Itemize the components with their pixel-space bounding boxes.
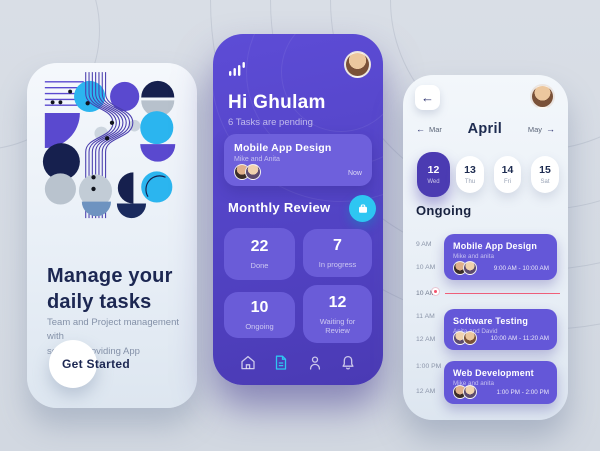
event-title: Mobile App Design: [453, 241, 538, 251]
dashboard-screen: Hi Ghulam 6 Tasks are pending Mobile App…: [213, 34, 383, 385]
time-label: 9 AM: [416, 241, 432, 248]
heading-line-2: daily tasks: [47, 291, 152, 314]
ongoing-section-title: Ongoing: [416, 203, 472, 218]
get-started-circle: [49, 340, 97, 388]
event-time: 10:00 AM - 11:20 AM: [490, 334, 549, 342]
date-weekday: Fri: [504, 179, 511, 185]
briefcase-icon: [358, 204, 367, 213]
current-time-dot: [432, 288, 439, 295]
calendar-screen: ← ← Mar April May → 12 Wed 13 Thu 14 Fri: [403, 75, 568, 420]
event-people: Anita and David: [453, 328, 498, 335]
date-pill[interactable]: 15 Sat: [531, 156, 559, 193]
bottom-nav: [213, 341, 383, 385]
date-pill[interactable]: 13 Thu: [456, 156, 484, 193]
prev-month-label: Mar: [429, 124, 442, 134]
event-card-software-testing[interactable]: Software Testing Anita and David 10:00 A…: [444, 309, 557, 350]
monthly-review-title: Monthly Review: [228, 200, 331, 215]
onboarding-screen: Manage your daily tasks Team and Project…: [27, 63, 197, 408]
time-label: 12 AM: [416, 336, 436, 343]
task-when: Now: [347, 170, 362, 177]
event-title: Software Testing: [453, 316, 529, 326]
stat-tile-waiting-review[interactable]: 12 Waiting for Review: [303, 285, 372, 343]
event-card-mobile-app-design[interactable]: Mobile App Design Mike and anita 9:00 AM…: [444, 234, 557, 280]
time-label: 1:00 PM: [416, 363, 442, 370]
stat-tile-done[interactable]: 22 Done: [224, 228, 295, 280]
date-weekday: Sat: [540, 179, 550, 185]
heading-line-1: Manage your: [47, 265, 173, 287]
briefcase-button[interactable]: [349, 195, 376, 222]
current-time-line: [445, 293, 560, 294]
stat-label: Ongoing: [245, 322, 274, 331]
greeting-text: Hi Ghulam: [228, 92, 326, 113]
stat-label: Waiting for Review: [319, 316, 356, 335]
prev-month-button[interactable]: ← Mar: [416, 124, 442, 134]
task-people: Mike and Anita: [234, 156, 280, 163]
task-title: Mobile App Design: [234, 142, 332, 154]
stat-tile-in-progress[interactable]: 7 In progress: [303, 229, 372, 277]
stat-tile-ongoing[interactable]: 10 Ongoing: [224, 292, 295, 338]
abstract-illustration: [42, 72, 176, 219]
bar-chart-logo-icon: [229, 62, 245, 76]
get-started-label: Get Started: [62, 357, 130, 371]
current-task-card[interactable]: Mobile App Design Mike and Anita Now: [224, 134, 372, 186]
avatar: [245, 164, 261, 180]
avatar: [463, 331, 477, 345]
time-label: 11 AM: [416, 313, 435, 320]
user-avatar[interactable]: [530, 84, 555, 109]
stat-value: 7: [333, 237, 342, 254]
event-people: Mike and anita: [453, 380, 494, 387]
task-avatars: [234, 164, 261, 180]
stat-value: 12: [328, 293, 347, 311]
profile-icon[interactable]: [306, 354, 324, 372]
subtitle-line-1: Team and Project management with: [47, 317, 180, 343]
avatar: [463, 385, 477, 399]
time-label-current: 10 AM: [416, 290, 436, 297]
event-avatars: [453, 385, 477, 399]
time-label: 12 AM: [416, 388, 436, 395]
next-month-button[interactable]: May →: [528, 124, 555, 134]
month-navigation: ← Mar April May →: [403, 121, 568, 137]
avatar: [463, 261, 477, 275]
back-button[interactable]: ←: [415, 85, 440, 110]
event-title: Web Development: [453, 368, 534, 378]
notifications-bell-icon[interactable]: [339, 354, 357, 372]
next-month-label: May: [527, 124, 542, 134]
user-avatar[interactable]: [344, 51, 371, 78]
event-people: Mike and anita: [453, 253, 494, 260]
date-day: 12: [427, 164, 440, 176]
stat-label: Done: [250, 261, 269, 270]
back-arrow-icon: ←: [421, 90, 434, 105]
date-day: 13: [464, 164, 476, 176]
chevron-left-icon: ←: [416, 124, 425, 134]
event-avatars: [453, 261, 477, 275]
event-time: 9:00 AM - 10:00 AM: [493, 264, 549, 272]
home-icon[interactable]: [239, 354, 257, 372]
date-weekday: Thu: [464, 179, 476, 185]
time-label: 10 AM: [416, 264, 436, 271]
onboarding-heading: Manage your daily tasks: [47, 263, 173, 316]
date-pill[interactable]: 14 Fri: [494, 156, 521, 193]
event-card-web-development[interactable]: Web Development Mike and anita 1:00 PM -…: [444, 361, 557, 404]
stat-label: In progress: [318, 260, 357, 269]
tasks-document-icon[interactable]: [272, 354, 290, 372]
stat-value: 10: [250, 299, 269, 316]
chevron-right-icon: →: [546, 124, 555, 134]
current-month-label: April: [467, 121, 503, 137]
get-started-button[interactable]: Get Started: [49, 340, 169, 388]
date-pill-selected[interactable]: 12 Wed: [417, 152, 450, 197]
date-day: 15: [539, 164, 551, 176]
date-day: 14: [501, 164, 514, 176]
pending-tasks-text: 6 Tasks are pending: [228, 117, 313, 128]
schedule-timeline: 9 AM 10 AM 10 AM 11 AM 12 AM 1:00 PM 12 …: [403, 225, 568, 415]
stat-value: 22: [250, 238, 269, 255]
event-avatars: [453, 331, 477, 345]
date-weekday: Wed: [427, 179, 440, 185]
event-time: 1:00 PM - 2:00 PM: [496, 388, 550, 396]
